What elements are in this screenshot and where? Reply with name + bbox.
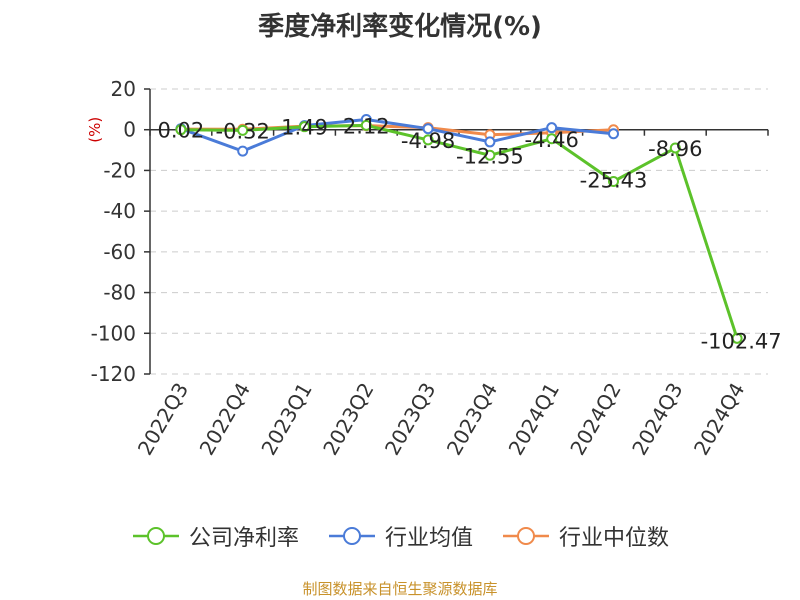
data-point-0 (484, 149, 496, 161)
data-point-0 (237, 124, 249, 136)
legend-marker-icon (328, 527, 375, 545)
data-point-0 (175, 124, 187, 136)
x-tick-label: 2023Q4 (442, 379, 502, 460)
data-point-0 (608, 175, 619, 187)
legend-marker-icon (132, 527, 179, 545)
x-tick-label: 2024Q1 (504, 379, 564, 460)
legend-circle (517, 527, 535, 545)
legend: 公司净利率 行业均值 行业中位数 (0, 520, 800, 552)
data-point-1 (484, 136, 496, 148)
data-point-0 (422, 134, 434, 146)
y-unit-label: (%) (86, 117, 104, 143)
y-tick-label: 0 (123, 118, 136, 142)
legend-item[interactable]: 行业中位数 (501, 520, 669, 552)
data-point-0 (731, 332, 743, 344)
x-tick-label: 2023Q3 (380, 378, 440, 459)
y-tick-label: -100 (91, 321, 136, 345)
data-point-1 (422, 123, 434, 135)
x-tick-label: 2024Q3 (627, 379, 687, 460)
data-point-1 (237, 145, 249, 157)
data-label: -8.96 (648, 137, 702, 161)
data-label: -102.47 (701, 329, 782, 353)
x-tick-label: 2023Q1 (256, 379, 316, 460)
chart-title: 季度净利率变化情况(%) (258, 12, 542, 42)
y-tick-label: -80 (103, 281, 136, 305)
y-tick-label: -40 (103, 199, 136, 223)
legend-label: 行业均值 (384, 526, 473, 551)
legend-label: 公司净利率 (188, 526, 299, 551)
y-tick-label: -120 (91, 362, 136, 386)
legend-circle (342, 527, 361, 545)
data-label: -4.98 (401, 129, 455, 153)
series-line-1 (180, 117, 614, 153)
data-point-0 (360, 119, 372, 131)
legend-marker-icon (503, 527, 549, 545)
x-tick-label: 2024Q4 (689, 379, 749, 460)
series-line-0 (180, 123, 739, 339)
data-label: -4.46 (525, 128, 579, 152)
legend-circle (146, 527, 165, 545)
data-point-1 (608, 128, 619, 140)
x-tick-label: 2022Q4 (195, 379, 255, 460)
legend-item[interactable]: 行业均值 (327, 520, 473, 552)
legend-item[interactable]: 公司净利率 (131, 520, 299, 552)
y-tick-label: -60 (103, 240, 136, 264)
data-label: 0.02 (158, 119, 205, 143)
data-label: 2.12 (343, 114, 390, 138)
x-tick-label: 2023Q2 (318, 379, 378, 460)
x-tick-label: 2024Q2 (565, 379, 625, 460)
y-tick-label: -20 (103, 158, 136, 182)
data-point-1 (546, 122, 558, 134)
data-label: -0.32 (216, 119, 270, 143)
data-label: -12.55 (456, 144, 524, 168)
y-tick-label: 20 (111, 77, 136, 101)
data-label: 1.49 (281, 116, 328, 140)
data-point-0 (669, 142, 681, 154)
data-point-0 (546, 133, 558, 145)
data-point-0 (299, 121, 310, 133)
legend-label: 行业中位数 (559, 526, 670, 551)
x-tick-label: 2022Q3 (133, 379, 193, 460)
data-label: -25.43 (580, 168, 648, 192)
source-footer: 制图数据来自恒生聚源数据库 (302, 580, 498, 598)
